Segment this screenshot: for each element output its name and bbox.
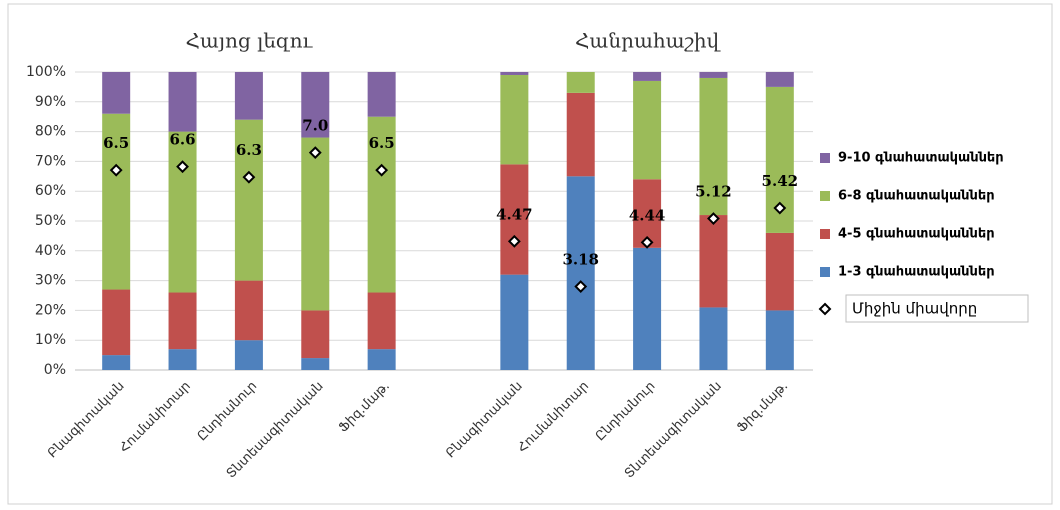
bar-segment — [168, 349, 197, 370]
average-marker — [308, 146, 322, 160]
y-tick-label: 10% — [35, 332, 66, 348]
bar-segment — [234, 72, 263, 120]
x-tick-label: Հումանիտար — [515, 379, 592, 456]
data-label: 6.3 — [236, 141, 262, 159]
bar-segment — [301, 358, 330, 370]
x-tick-label: Բնագիտական — [443, 379, 525, 461]
bar-segment — [367, 72, 396, 117]
bar-segment — [168, 72, 197, 132]
legend-swatch — [820, 153, 830, 163]
bar-segment — [500, 274, 529, 370]
x-tick-label: Ֆիզ.մաթ. — [734, 379, 791, 436]
bar-segment — [500, 74, 529, 165]
bar-segment — [301, 310, 330, 359]
bar-segment — [102, 355, 131, 370]
bar-segment — [301, 72, 330, 138]
legend-swatch — [820, 229, 830, 239]
bar-segment — [633, 247, 662, 370]
y-tick-label: 100% — [26, 64, 66, 80]
group-title: Հանրահաշիվ — [575, 29, 722, 53]
average-marker — [773, 201, 787, 215]
y-tick-label: 70% — [35, 153, 66, 169]
y-tick-label: 50% — [35, 213, 66, 229]
bar-segment — [566, 92, 595, 177]
y-tick-label: 60% — [35, 183, 66, 199]
bar-segment — [102, 289, 131, 356]
average-marker — [242, 170, 256, 184]
bar-segment — [566, 72, 595, 93]
bar-segment — [699, 72, 728, 78]
data-label: 5.42 — [762, 172, 799, 190]
legend-marker — [818, 302, 832, 316]
bar-segment — [168, 292, 197, 350]
legend-label: Միջին միավորը — [852, 300, 977, 318]
bar-segment — [168, 131, 197, 293]
legend-swatch — [820, 267, 830, 277]
data-label: 4.47 — [496, 205, 533, 223]
average-marker — [507, 234, 521, 248]
y-tick-label: 0% — [44, 362, 66, 378]
bar-segment — [367, 292, 396, 350]
bar-segment — [102, 113, 131, 290]
data-label: 4.44 — [629, 206, 666, 224]
x-tick-label: Բնագիտական — [45, 379, 127, 461]
x-tick-label: Ընդհանուր — [195, 379, 261, 445]
legend-label: 1-3 գնահատականներ — [838, 265, 995, 280]
average-marker — [375, 163, 389, 177]
bar-segment — [566, 176, 595, 370]
average-marker — [109, 163, 123, 177]
y-tick-label: 90% — [35, 94, 66, 110]
bar-segment — [234, 119, 263, 281]
bar-segment — [301, 137, 330, 311]
bar-segment — [699, 215, 728, 308]
data-label: 6.5 — [369, 134, 395, 152]
bar-segment — [367, 349, 396, 370]
x-tick-label: Ընդհանուր — [593, 379, 659, 445]
bar-segment — [765, 310, 794, 370]
legend-label: 9-10 գնահատականներ — [838, 151, 1004, 166]
bar-segment — [699, 307, 728, 370]
x-tick-label: Ֆիզ.մաթ. — [336, 379, 393, 436]
bar-segment — [367, 116, 396, 293]
bar-segment — [765, 72, 794, 87]
x-tick-label: Հումանիտար — [117, 379, 194, 456]
average-marker — [707, 212, 720, 225]
y-tick-label: 30% — [35, 273, 66, 289]
bar-segment — [633, 80, 662, 180]
y-tick-label: 40% — [35, 243, 66, 259]
data-label: 7.0 — [302, 117, 328, 135]
data-label: 6.5 — [103, 134, 129, 152]
legend-label: 6-8 գնահատականներ — [838, 189, 995, 204]
bar-segment — [633, 72, 662, 81]
legend-label: 4-5 գնահատականներ — [838, 227, 995, 242]
y-tick-label: 80% — [35, 124, 66, 140]
chart-frame — [7, 3, 1053, 505]
average-marker — [640, 235, 654, 249]
group-title: Հայոց լեզու — [186, 29, 314, 53]
y-tick-label: 20% — [35, 302, 66, 318]
data-label: 3.18 — [562, 251, 599, 269]
average-marker — [176, 160, 189, 174]
bar-segment — [500, 72, 529, 75]
data-label: 5.12 — [695, 183, 732, 201]
bar-segment — [234, 340, 263, 370]
data-label: 6.6 — [169, 131, 195, 149]
bar-segment — [699, 77, 728, 216]
bar-segment — [765, 232, 794, 311]
legend-swatch — [820, 191, 830, 201]
bar-segment — [102, 72, 131, 114]
average-marker — [574, 280, 588, 293]
legend-box — [845, 294, 1029, 323]
bar-segment — [500, 164, 529, 275]
bar-segment — [234, 280, 263, 341]
